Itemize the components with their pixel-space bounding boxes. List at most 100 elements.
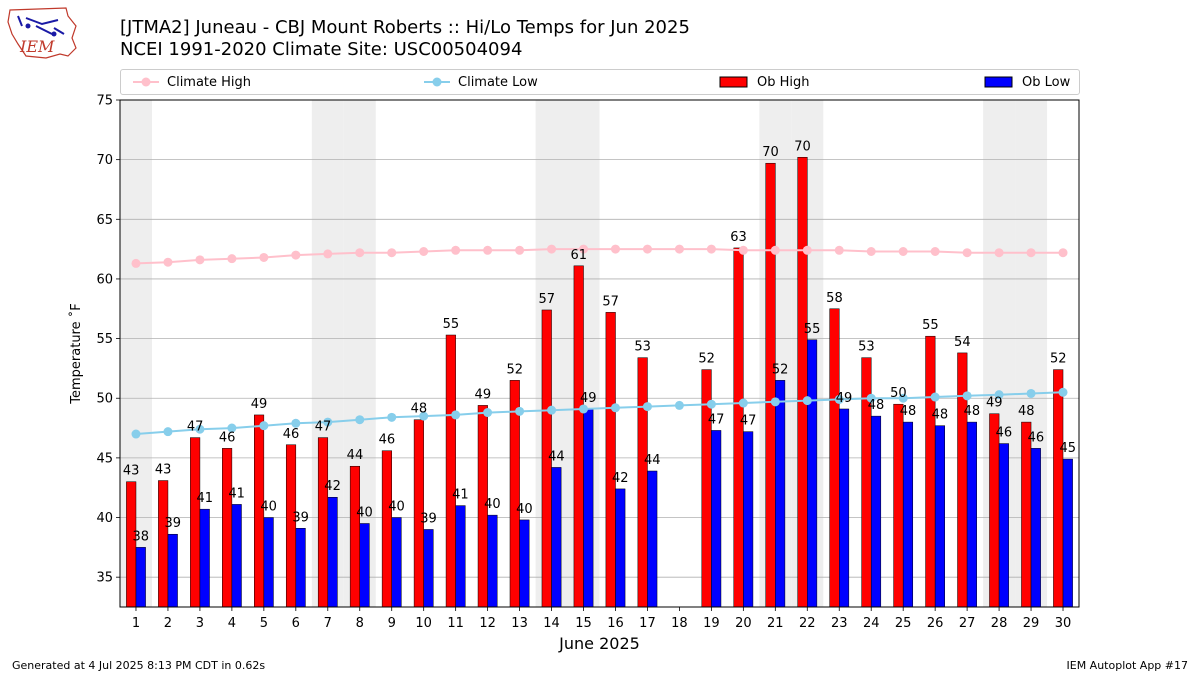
y-tick-label: 60 bbox=[96, 272, 113, 287]
ob-low-label: 45 bbox=[1060, 441, 1077, 456]
ob-low-label: 42 bbox=[612, 471, 629, 486]
ob-high-bar bbox=[349, 465, 361, 608]
ob-low-label: 39 bbox=[164, 516, 181, 531]
x-tick-label: 26 bbox=[927, 616, 944, 631]
ob-high-label: 57 bbox=[602, 294, 619, 309]
ob-high-bar bbox=[797, 157, 808, 608]
ob-high-bar bbox=[829, 308, 840, 608]
ob-low-bar bbox=[135, 547, 146, 608]
climate-high-point bbox=[962, 248, 972, 258]
ob-high-bar bbox=[381, 450, 392, 608]
climate-high-point bbox=[866, 247, 876, 257]
x-tick-label: 5 bbox=[260, 616, 268, 631]
ob-low-bar bbox=[1030, 448, 1041, 608]
ob-low-bar bbox=[966, 421, 977, 608]
climate-low-point bbox=[866, 393, 876, 403]
ob-high-label: 44 bbox=[347, 448, 364, 463]
climate-high-point bbox=[547, 244, 557, 254]
climate-high-line bbox=[135, 248, 1063, 265]
ob-low-bar bbox=[455, 505, 466, 608]
ob-low-bar bbox=[327, 496, 338, 608]
ob-high-bar bbox=[285, 444, 297, 608]
y-tick-label: 45 bbox=[96, 451, 113, 466]
ob-low-bar bbox=[423, 529, 434, 608]
climate-low-point bbox=[1058, 387, 1068, 397]
climate-high-point bbox=[770, 245, 780, 255]
climate-high-point bbox=[930, 247, 940, 257]
ob-low-label: 41 bbox=[228, 486, 245, 501]
ob-high-bar bbox=[190, 437, 201, 608]
climate-low-point bbox=[515, 406, 525, 416]
ob-high-label: 55 bbox=[922, 318, 939, 333]
chart-subtitle: NCEI 1991-2020 Climate Site: USC00504094 bbox=[120, 39, 523, 60]
ob-high-label: 70 bbox=[794, 139, 811, 154]
climate-high-point bbox=[802, 245, 812, 255]
y-tick-label: 35 bbox=[96, 571, 113, 586]
x-tick-label: 29 bbox=[1023, 616, 1040, 631]
ob-low-label: 49 bbox=[580, 391, 597, 406]
climate-low-point bbox=[930, 392, 940, 402]
climate-low-point bbox=[547, 405, 557, 415]
x-tick-label: 15 bbox=[575, 616, 592, 631]
ob-low-bar bbox=[519, 519, 530, 608]
climate-low-point bbox=[259, 421, 269, 431]
ob-low-bar bbox=[263, 517, 274, 608]
climate-high-point bbox=[834, 245, 844, 255]
ob-low-bar bbox=[615, 488, 626, 608]
x-tick-label: 25 bbox=[895, 616, 912, 631]
x-tick-label: 17 bbox=[639, 616, 656, 631]
ob-high-label: 48 bbox=[411, 402, 428, 417]
ob-low-bar bbox=[870, 415, 882, 608]
climate-low-point bbox=[834, 394, 844, 404]
ob-high-label: 43 bbox=[155, 463, 172, 478]
ob-high-label: 47 bbox=[315, 420, 332, 435]
ob-low-label: 46 bbox=[1028, 430, 1045, 445]
ob-low-bar bbox=[199, 508, 210, 608]
ob-high-label: 52 bbox=[1050, 352, 1067, 367]
x-tick-label: 28 bbox=[991, 616, 1008, 631]
ob-low-bar bbox=[647, 470, 658, 608]
ob-low-bar bbox=[743, 431, 754, 608]
climate-low-point bbox=[451, 410, 461, 420]
climate-high-point bbox=[642, 244, 652, 254]
x-tick-label: 9 bbox=[388, 616, 396, 631]
x-tick-label: 30 bbox=[1055, 616, 1072, 631]
ob-high-bar bbox=[1053, 369, 1064, 608]
x-tick-label: 24 bbox=[863, 616, 880, 631]
climate-low-point bbox=[355, 415, 365, 425]
legend-item-climate-high: Climate High bbox=[133, 70, 251, 94]
ob-high-label: 50 bbox=[890, 386, 907, 401]
ob-low-bar bbox=[711, 430, 722, 608]
ob-high-label: 47 bbox=[187, 420, 204, 435]
ob-high-bar bbox=[126, 481, 137, 608]
ob-high-bar bbox=[925, 335, 936, 608]
x-tick-label: 27 bbox=[959, 616, 976, 631]
climate-low-point bbox=[291, 418, 301, 428]
ob-low-bar bbox=[839, 408, 850, 608]
y-tick-label: 65 bbox=[96, 213, 113, 228]
ob-low-label: 48 bbox=[868, 398, 885, 413]
climate-low-point bbox=[227, 423, 237, 433]
climate-high-point bbox=[1058, 248, 1068, 258]
ob-low-label: 48 bbox=[900, 404, 917, 419]
climate-high-point bbox=[994, 248, 1004, 258]
ob-high-label: 53 bbox=[634, 340, 651, 355]
ob-low-bar bbox=[487, 514, 498, 608]
ob-low-bar bbox=[359, 523, 370, 608]
x-tick-label: 18 bbox=[671, 616, 688, 631]
ob-low-label: 40 bbox=[260, 500, 277, 515]
x-tick-label: 14 bbox=[543, 616, 560, 631]
ob-low-label: 49 bbox=[836, 391, 853, 406]
climate-high-point bbox=[323, 249, 333, 259]
ob-low-label: 39 bbox=[420, 511, 437, 526]
ob-high-label: 46 bbox=[219, 430, 236, 445]
climate-high-point bbox=[419, 247, 429, 257]
ob-high-bar bbox=[1021, 421, 1032, 608]
climate-high-point bbox=[674, 244, 684, 254]
ob-low-label: 40 bbox=[516, 502, 533, 517]
ob-high-label: 46 bbox=[379, 433, 396, 448]
ob-high-label: 63 bbox=[730, 230, 747, 245]
climate-high-point bbox=[579, 244, 589, 254]
y-axis-label: Temperature ˚F bbox=[68, 303, 84, 404]
ob-high-bar bbox=[957, 352, 968, 608]
